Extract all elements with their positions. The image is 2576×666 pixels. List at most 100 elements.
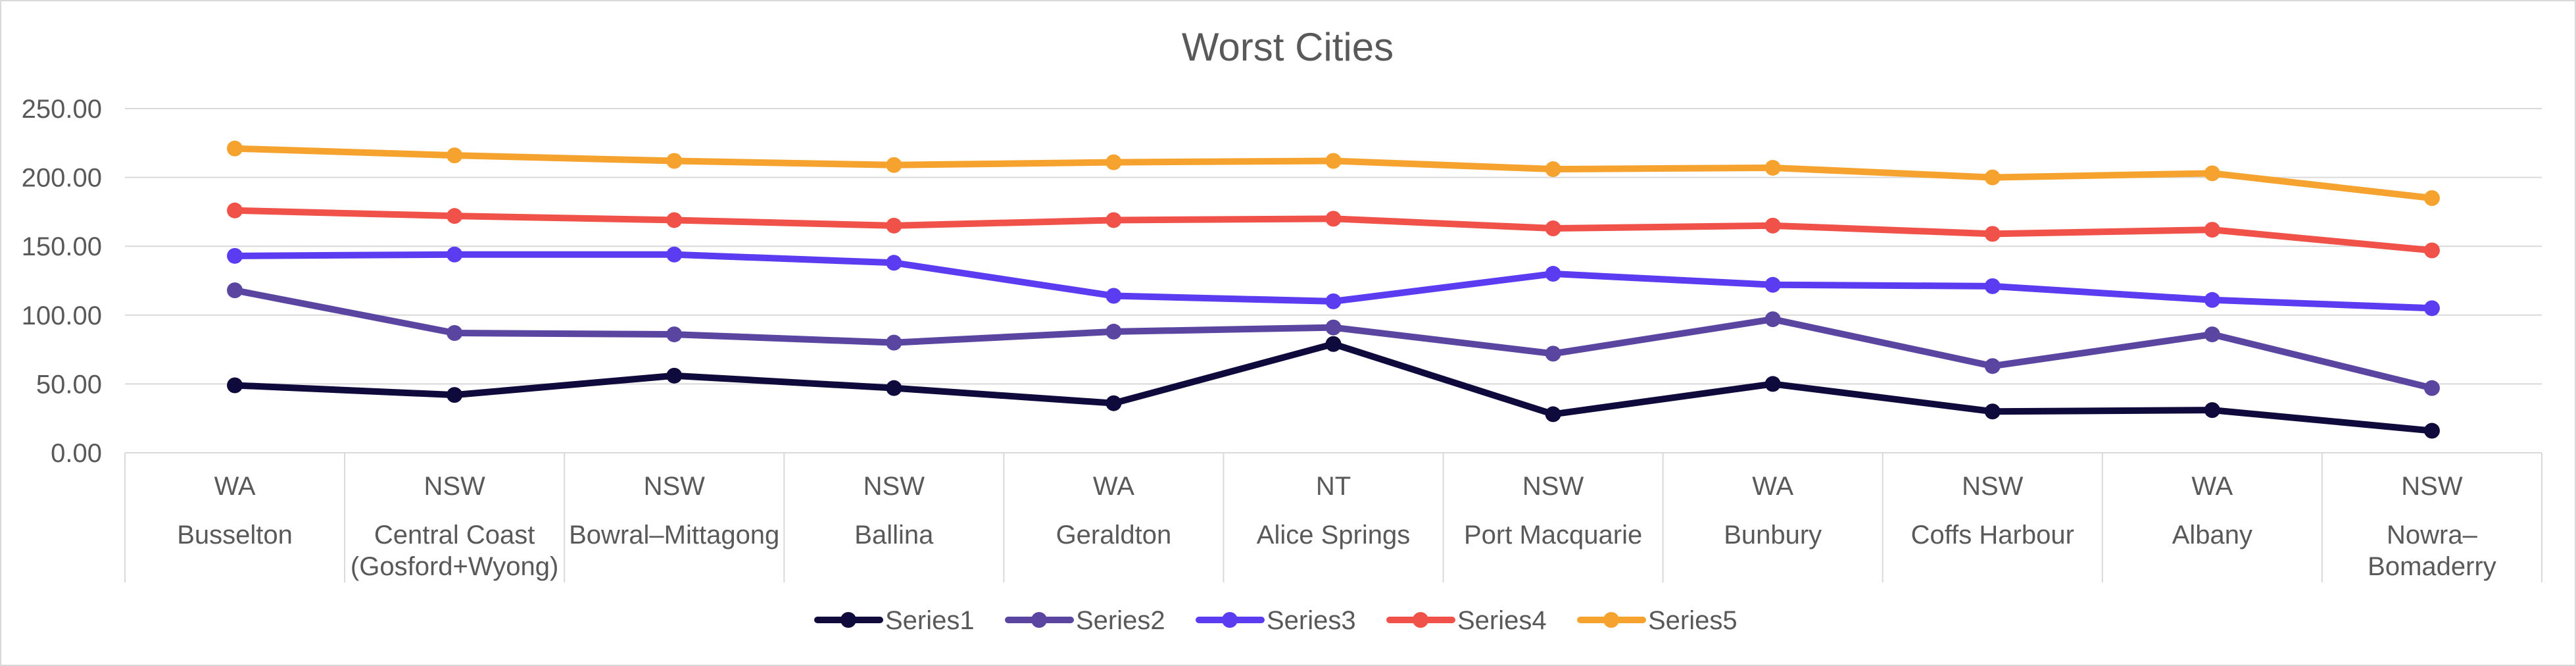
- data-point: [1984, 358, 2001, 374]
- data-point: [2204, 222, 2220, 238]
- data-point: [1106, 154, 1122, 170]
- data-point: [886, 380, 902, 396]
- x-state-label: NSW: [2401, 472, 2463, 501]
- legend-item: Series4: [1386, 606, 1547, 635]
- x-city-label: Alice Springs: [1257, 521, 1410, 550]
- data-point: [1764, 159, 1781, 176]
- data-point: [1764, 276, 1781, 293]
- data-point: [2204, 326, 2220, 343]
- x-city-label: Albany: [2172, 521, 2252, 550]
- data-point: [227, 282, 243, 299]
- legend-item: Series3: [1196, 606, 1356, 635]
- series-2: [227, 282, 2440, 396]
- data-point: [1984, 403, 2001, 420]
- x-city-label: Coffs Harbour: [1911, 521, 2074, 550]
- legend-label: Series1: [885, 606, 975, 635]
- data-point: [886, 157, 902, 173]
- data-point: [1545, 266, 1561, 282]
- legend-swatch-marker: [1222, 612, 1238, 628]
- data-point: [447, 246, 463, 263]
- y-tick-label: 150.00: [22, 232, 102, 261]
- data-point: [2423, 423, 2440, 439]
- data-point: [1984, 226, 2001, 242]
- legend-swatch-marker: [1413, 612, 1428, 628]
- legend-label: Series4: [1457, 606, 1547, 635]
- series-3: [227, 246, 2440, 317]
- x-city-label: Bowral–Mittagong: [569, 521, 779, 550]
- data-point: [886, 217, 902, 234]
- y-tick-label: 0.00: [51, 439, 102, 468]
- data-point: [1545, 161, 1561, 178]
- data-point: [1545, 346, 1561, 362]
- data-point: [666, 212, 683, 228]
- data-point: [227, 247, 243, 264]
- legend-item: Series2: [1005, 606, 1165, 635]
- data-point: [1764, 217, 1781, 234]
- y-tick-label: 250.00: [22, 95, 102, 124]
- data-point: [666, 326, 683, 343]
- x-state-label: NT: [1316, 472, 1351, 501]
- data-point: [227, 140, 243, 157]
- y-tick-label: 50.00: [36, 370, 102, 399]
- data-point: [1106, 323, 1122, 340]
- y-tick-label: 200.00: [22, 164, 102, 193]
- x-city-label: Geraldton: [1056, 521, 1172, 550]
- data-point: [2423, 190, 2440, 206]
- y-tick-label: 100.00: [22, 301, 102, 330]
- x-city-label: Bunbury: [1724, 521, 1822, 550]
- data-point: [1325, 336, 1342, 352]
- legend-label: Series3: [1267, 606, 1356, 635]
- data-point: [2204, 402, 2220, 419]
- x-state-label: NSW: [863, 472, 925, 501]
- data-point: [1325, 153, 1342, 169]
- data-point: [2204, 292, 2220, 308]
- data-point: [447, 147, 463, 164]
- data-point: [1106, 395, 1122, 411]
- data-point: [886, 334, 902, 351]
- data-point: [666, 246, 683, 263]
- x-city-label: Bomaderry: [2368, 552, 2496, 581]
- x-state-label: NSW: [1522, 472, 1584, 501]
- data-point: [1764, 311, 1781, 328]
- legend-label: Series5: [1648, 606, 1738, 635]
- data-point: [2423, 300, 2440, 317]
- x-state-label: NSW: [424, 472, 485, 501]
- data-point: [447, 208, 463, 224]
- chart-title: Worst Cities: [1182, 25, 1394, 69]
- series-4: [227, 202, 2440, 259]
- data-point: [447, 387, 463, 403]
- data-point: [227, 377, 243, 394]
- data-point: [1764, 376, 1781, 392]
- legend-swatch-marker: [1603, 612, 1619, 628]
- x-state-label: NSW: [644, 472, 706, 501]
- x-city-label: Port Macquarie: [1464, 521, 1642, 550]
- data-point: [2423, 380, 2440, 396]
- legend-swatch-marker: [840, 612, 856, 628]
- data-point: [886, 255, 902, 271]
- data-point: [666, 153, 683, 169]
- data-point: [1545, 220, 1561, 237]
- data-point: [2204, 165, 2220, 182]
- x-state-label: WA: [1093, 472, 1134, 501]
- x-city-label: Central Coast: [374, 521, 535, 550]
- data-point: [447, 324, 463, 341]
- series-lines: [227, 140, 2440, 439]
- gridlines: [125, 108, 2542, 453]
- x-city-label: (Gosford+Wyong): [351, 552, 558, 581]
- data-point: [1984, 169, 2001, 186]
- data-point: [1325, 319, 1342, 336]
- data-point: [1106, 212, 1122, 228]
- series-5: [227, 140, 2440, 206]
- legend-swatch-marker: [1031, 612, 1047, 628]
- x-state-label: NSW: [1962, 472, 2024, 501]
- x-state-label: WA: [1752, 472, 1793, 501]
- data-point: [1984, 278, 2001, 294]
- data-point: [2423, 242, 2440, 259]
- x-city-label: Ballina: [854, 521, 934, 550]
- data-point: [1325, 293, 1342, 309]
- data-point: [666, 367, 683, 384]
- data-point: [1545, 406, 1561, 423]
- legend-item: Series1: [814, 606, 975, 635]
